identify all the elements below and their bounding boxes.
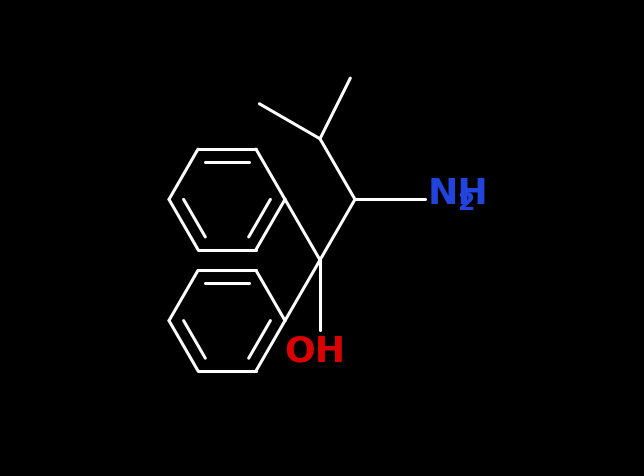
Text: NH: NH	[428, 178, 489, 211]
Text: 2: 2	[458, 191, 475, 215]
Text: OH: OH	[285, 335, 346, 369]
